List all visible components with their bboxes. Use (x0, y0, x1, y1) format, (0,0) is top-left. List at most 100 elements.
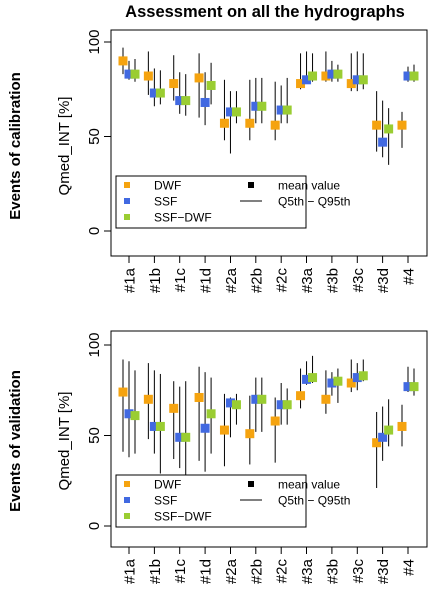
validation-mean-dwf-2a (219, 425, 229, 435)
calibration-x-tick-label-1b: #1b (147, 268, 164, 293)
calibration-mean-dwf-2b (245, 118, 255, 128)
validation-legend-label-range: Q5th − Q95th (278, 494, 350, 508)
validation-mean-ssf-dwf-3d (384, 425, 394, 435)
validation-mean-dwf-3d (372, 438, 382, 448)
calibration-mean-ssf-2c (276, 105, 286, 115)
calibration-mean-dwf-1a (118, 56, 128, 66)
calibration-legend-swatch-dwf (124, 182, 130, 188)
calibration-mean-dwf-3c (346, 79, 356, 89)
calibration-mean-ssf-dwf-3a (308, 71, 318, 81)
calibration-data-marks (118, 47, 419, 165)
figure-title: Assessment on all the hydrographs (125, 3, 405, 21)
validation-mean-dwf-2b (245, 429, 255, 439)
validation-mean-ssf-1c (175, 432, 185, 442)
validation-mean-ssf-1d (200, 423, 210, 433)
validation-mean-dwf-3a (296, 391, 306, 401)
calibration-mean-ssf-2a (225, 107, 235, 117)
validation-mean-ssf-1a (124, 409, 134, 419)
calibration-mean-ssf-1d (200, 97, 210, 107)
validation-mean-ssf-dwf-1d (206, 409, 216, 419)
calibration-panel: Events of calibration Qmed_INT [%] 0 50 … (7, 29, 428, 293)
calibration-mean-ssf-dwf-3b (333, 69, 343, 79)
validation-legend-mean-symbol (248, 481, 254, 487)
validation-x-tick-label-1d: #1d (198, 559, 215, 584)
validation-x-axis: #1a #1b #1c #1d #2a #2b #2c #3a #3b #3c … (122, 546, 418, 584)
calibration-legend-label-ssf: SSF (154, 195, 177, 209)
calibration-x-tick-label-3b: #3b (324, 268, 341, 293)
calibration-x-axis: #1a #1b #1c #1d #2a #2b #2c #3a #3b #3c … (122, 255, 418, 293)
calibration-mean-ssf-1c (175, 96, 185, 106)
calibration-x-tick-label-1d: #1d (198, 268, 215, 293)
calibration-y-axis-label: Qmed_INT [%] (56, 97, 73, 196)
calibration-mean-ssf-dwf-3d (384, 124, 394, 134)
validation-mean-ssf-3a (302, 374, 312, 384)
calibration-legend-label-range: Q5th − Q95th (278, 195, 350, 209)
validation-mean-ssf-dwf-2c (282, 400, 292, 410)
calibration-legend-label-mean: mean value (278, 179, 340, 193)
calibration-mean-dwf-2a (219, 118, 229, 128)
calibration-legend-label-dwf: DWF (154, 179, 181, 193)
validation-mean-ssf-3b (327, 378, 337, 388)
calibration-row-label: Events of calibration (7, 72, 24, 220)
calibration-mean-ssf-dwf-3c (358, 75, 368, 85)
validation-mean-ssf-dwf-1c (181, 432, 191, 442)
validation-legend: DWF SSF SSF−DWF mean value Q5th − Q95th (115, 474, 350, 528)
calibration-mean-dwf-4 (397, 120, 407, 130)
calibration-mean-ssf-3b (327, 69, 337, 79)
validation-mean-ssf-dwf-3a (308, 373, 318, 383)
validation-mean-ssf-3d (378, 432, 388, 442)
validation-mean-dwf-1a (118, 387, 128, 397)
calibration-mean-dwf-1c (169, 79, 179, 89)
validation-mean-ssf-2c (276, 400, 286, 410)
validation-x-tick-label-1b: #1b (147, 559, 164, 584)
validation-mean-dwf-1b (143, 394, 153, 404)
calibration-y-axis: 0 50 100 (86, 29, 112, 235)
validation-legend-swatch-ssf (124, 497, 130, 503)
validation-mean-ssf-2b (251, 394, 261, 404)
calibration-legend: DWF SSF SSF−DWF mean value Q5th − Q95th (115, 175, 350, 229)
validation-x-tick-label-4: #4 (401, 559, 418, 576)
calibration-x-tick-label-1a: #1a (122, 267, 139, 293)
validation-x-tick-label-1a: #1a (122, 558, 139, 584)
validation-row-label: Events of validation (7, 370, 24, 512)
calibration-mean-dwf-3b (321, 71, 331, 81)
validation-mean-dwf-3c (346, 378, 356, 388)
validation-legend-label-mean: mean value (278, 478, 340, 492)
calibration-mean-ssf-dwf-1c (181, 96, 191, 106)
validation-mean-ssf-dwf-1b (155, 421, 165, 431)
calibration-mean-dwf-3a (296, 79, 306, 89)
calibration-legend-swatch-ssf (124, 198, 130, 204)
calibration-x-tick-label-2a: #2a (223, 267, 240, 293)
validation-mean-dwf-3b (321, 394, 331, 404)
validation-mean-ssf-1b (149, 421, 159, 431)
calibration-mean-ssf-dwf-4 (409, 71, 419, 81)
calibration-y-tick-label-100: 100 (86, 29, 103, 54)
calibration-y-tick-label-0: 0 (86, 227, 103, 235)
validation-x-tick-label-2c: #2c (274, 559, 291, 584)
validation-x-tick-label-3a: #3a (299, 558, 316, 584)
validation-mean-dwf-2c (270, 416, 280, 426)
validation-legend-swatch-ssf-dwf (124, 513, 130, 519)
calibration-mean-ssf-4 (403, 71, 413, 81)
calibration-legend-mean-symbol (248, 182, 254, 188)
validation-y-tick-label-0: 0 (86, 522, 103, 530)
calibration-x-tick-label-3a: #3a (299, 267, 316, 293)
calibration-y-tick-label-50: 50 (86, 128, 103, 145)
validation-legend-box (115, 474, 307, 528)
calibration-x-tick-label-2c: #2c (274, 268, 291, 293)
calibration-mean-ssf-3d (378, 137, 388, 147)
calibration-mean-ssf-2b (251, 101, 261, 111)
validation-mean-dwf-4 (397, 421, 407, 431)
calibration-mean-ssf-dwf-2a (231, 107, 241, 117)
validation-y-axis: 0 50 100 (86, 332, 112, 530)
validation-mean-ssf-dwf-3c (358, 371, 368, 381)
validation-mean-ssf-dwf-2a (231, 400, 241, 410)
validation-x-tick-label-1c: #1c (172, 559, 189, 584)
calibration-legend-swatch-ssf-dwf (124, 214, 130, 220)
calibration-legend-box (115, 175, 307, 229)
validation-mean-ssf-2a (225, 398, 235, 408)
validation-mean-ssf-dwf-1a (130, 411, 140, 421)
calibration-mean-ssf-dwf-2c (282, 105, 292, 115)
calibration-x-tick-label-4: #4 (401, 268, 418, 285)
calibration-x-tick-label-2b: #2b (248, 268, 265, 293)
